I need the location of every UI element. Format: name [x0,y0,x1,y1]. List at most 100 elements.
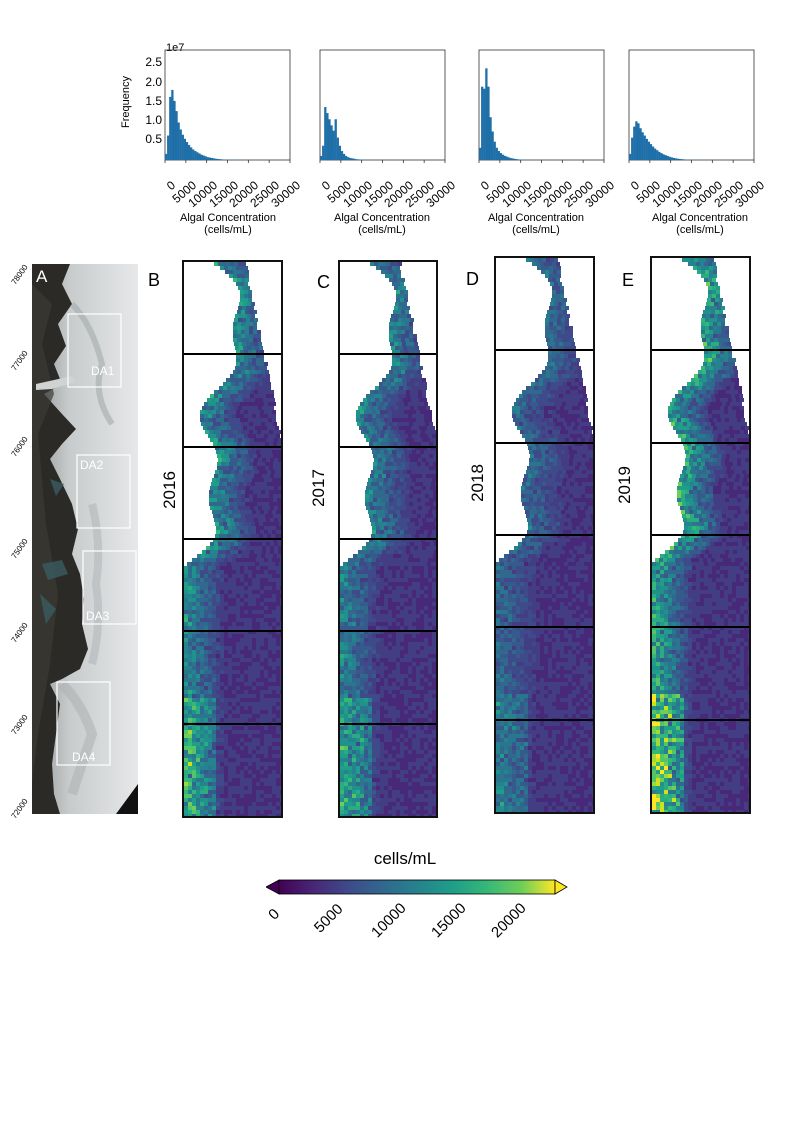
histogram-bar [175,111,178,160]
algae-pixels [184,262,281,816]
xlabel-line: (cells/mL) [358,224,406,236]
histogram-bar [347,157,350,160]
histogram-bar [221,159,224,160]
ytick-label: 1.5 [145,94,162,108]
histogram-bar [504,155,507,160]
histogram-bar [493,141,496,160]
ytick-label: 2.0 [145,75,162,89]
histogram-xlabel: Algal Concentration (cells/mL) [625,212,775,236]
histogram-bar [491,131,494,160]
histogram-bar [637,123,640,160]
algae-map [184,262,281,816]
histogram-bar [324,107,327,160]
colorbar-label: cells/mL [373,849,437,868]
colorbar-tick: 20000 [488,899,530,942]
panel-letter-e: E [622,270,635,290]
histogram-bar [495,147,498,160]
histogram-bar [501,154,505,160]
histogram-2018 [478,49,629,240]
histogram-bar [516,159,519,160]
satellite-image [32,264,138,814]
year-label-2017: 2017 [309,469,328,507]
ytick-label: 76000 [9,434,30,459]
panel-letter-c: C [317,272,330,292]
histogram-plot [478,49,605,163]
algae-map [340,262,436,816]
histogram-bar [651,146,655,160]
histogram-bar [171,89,174,160]
histogram-bar [198,153,201,160]
histogram-bar [479,147,482,160]
histogram-bar [217,158,220,160]
histogram-bar [212,158,216,160]
histogram-bar [481,86,484,160]
histogram-xlabel: Algal Concentration (cells/mL) [307,212,457,236]
histogram-bar [483,88,486,160]
histogram-bar [351,158,354,160]
overview-satellite-image: A DA1 DA2 DA3 DA4 [32,264,138,814]
histogram-bar [660,153,663,160]
scale-label: 1e7 [166,42,185,54]
colorbar-ticks: 0 5000 10000 15000 20000 [265,896,568,946]
year-label-2018: 2018 [468,464,487,502]
histogram-bar [672,157,676,160]
algae-map [496,258,593,812]
map-panel-2019 [650,256,751,814]
histogram-bar [179,129,182,160]
histogram-plot [628,49,755,163]
histogram-bar [674,158,678,160]
ytick-label: 74000 [9,620,30,645]
histogram-bar [506,156,509,160]
histogram-bar [647,141,651,160]
histogram-bar [165,153,168,160]
histogram-bar [177,122,180,160]
map-panel-2017 [338,260,438,818]
year-label-2016: 2016 [160,471,179,509]
histogram-bar [326,113,329,160]
histogram-bar [629,153,632,160]
algae-pixels [652,258,749,812]
histogram-bar [219,159,222,160]
histogram-bar [336,137,339,160]
algae-pixels [340,262,436,816]
histogram-bar [202,155,205,160]
histogram-bar [645,138,648,160]
histogram-2019 [628,49,779,240]
histogram-bar [206,157,209,160]
histogram-bar [679,158,682,160]
histogram-bar [664,155,667,160]
box-label-da2: DA2 [80,458,104,472]
ytick-label: 75000 [9,536,30,561]
panel-letter-d: D [466,269,479,289]
histogram-plot [319,49,446,163]
histogram-bar [512,158,515,160]
histogram-bar [635,121,638,160]
histogram-bar [639,128,642,160]
xlabel-line: (cells/mL) [676,224,724,236]
histogram-bar [668,156,671,160]
box-label-da1: DA1 [91,364,115,378]
histogram-bar [633,126,636,160]
histogram-2017 [319,49,470,240]
panel-letter-a: A [36,267,48,286]
xlabel-line: Algal Concentration [179,212,276,224]
histogram-bar [345,155,348,160]
plot-frame [478,49,605,161]
histogram-bar [670,157,673,160]
histogram-bar [683,159,686,160]
colorbar-tick: 0 [265,905,284,924]
panel-letter-b: B [148,270,161,290]
histogram-bar [204,156,207,160]
histogram-bar [210,157,214,160]
ytick-label: 77000 [9,348,30,373]
histogram-bar [658,151,661,160]
ytick-label: 78000 [9,262,30,287]
histogram-bar [649,144,653,160]
histogram-bar [631,137,634,160]
histogram-bar [328,119,331,160]
histogram-bar [497,151,501,160]
histogram-xlabel: Algal Concentration (cells/mL) [153,212,303,236]
histogram-bar [181,134,184,160]
histogram-bar [173,100,176,160]
histogram-bar [355,159,358,160]
